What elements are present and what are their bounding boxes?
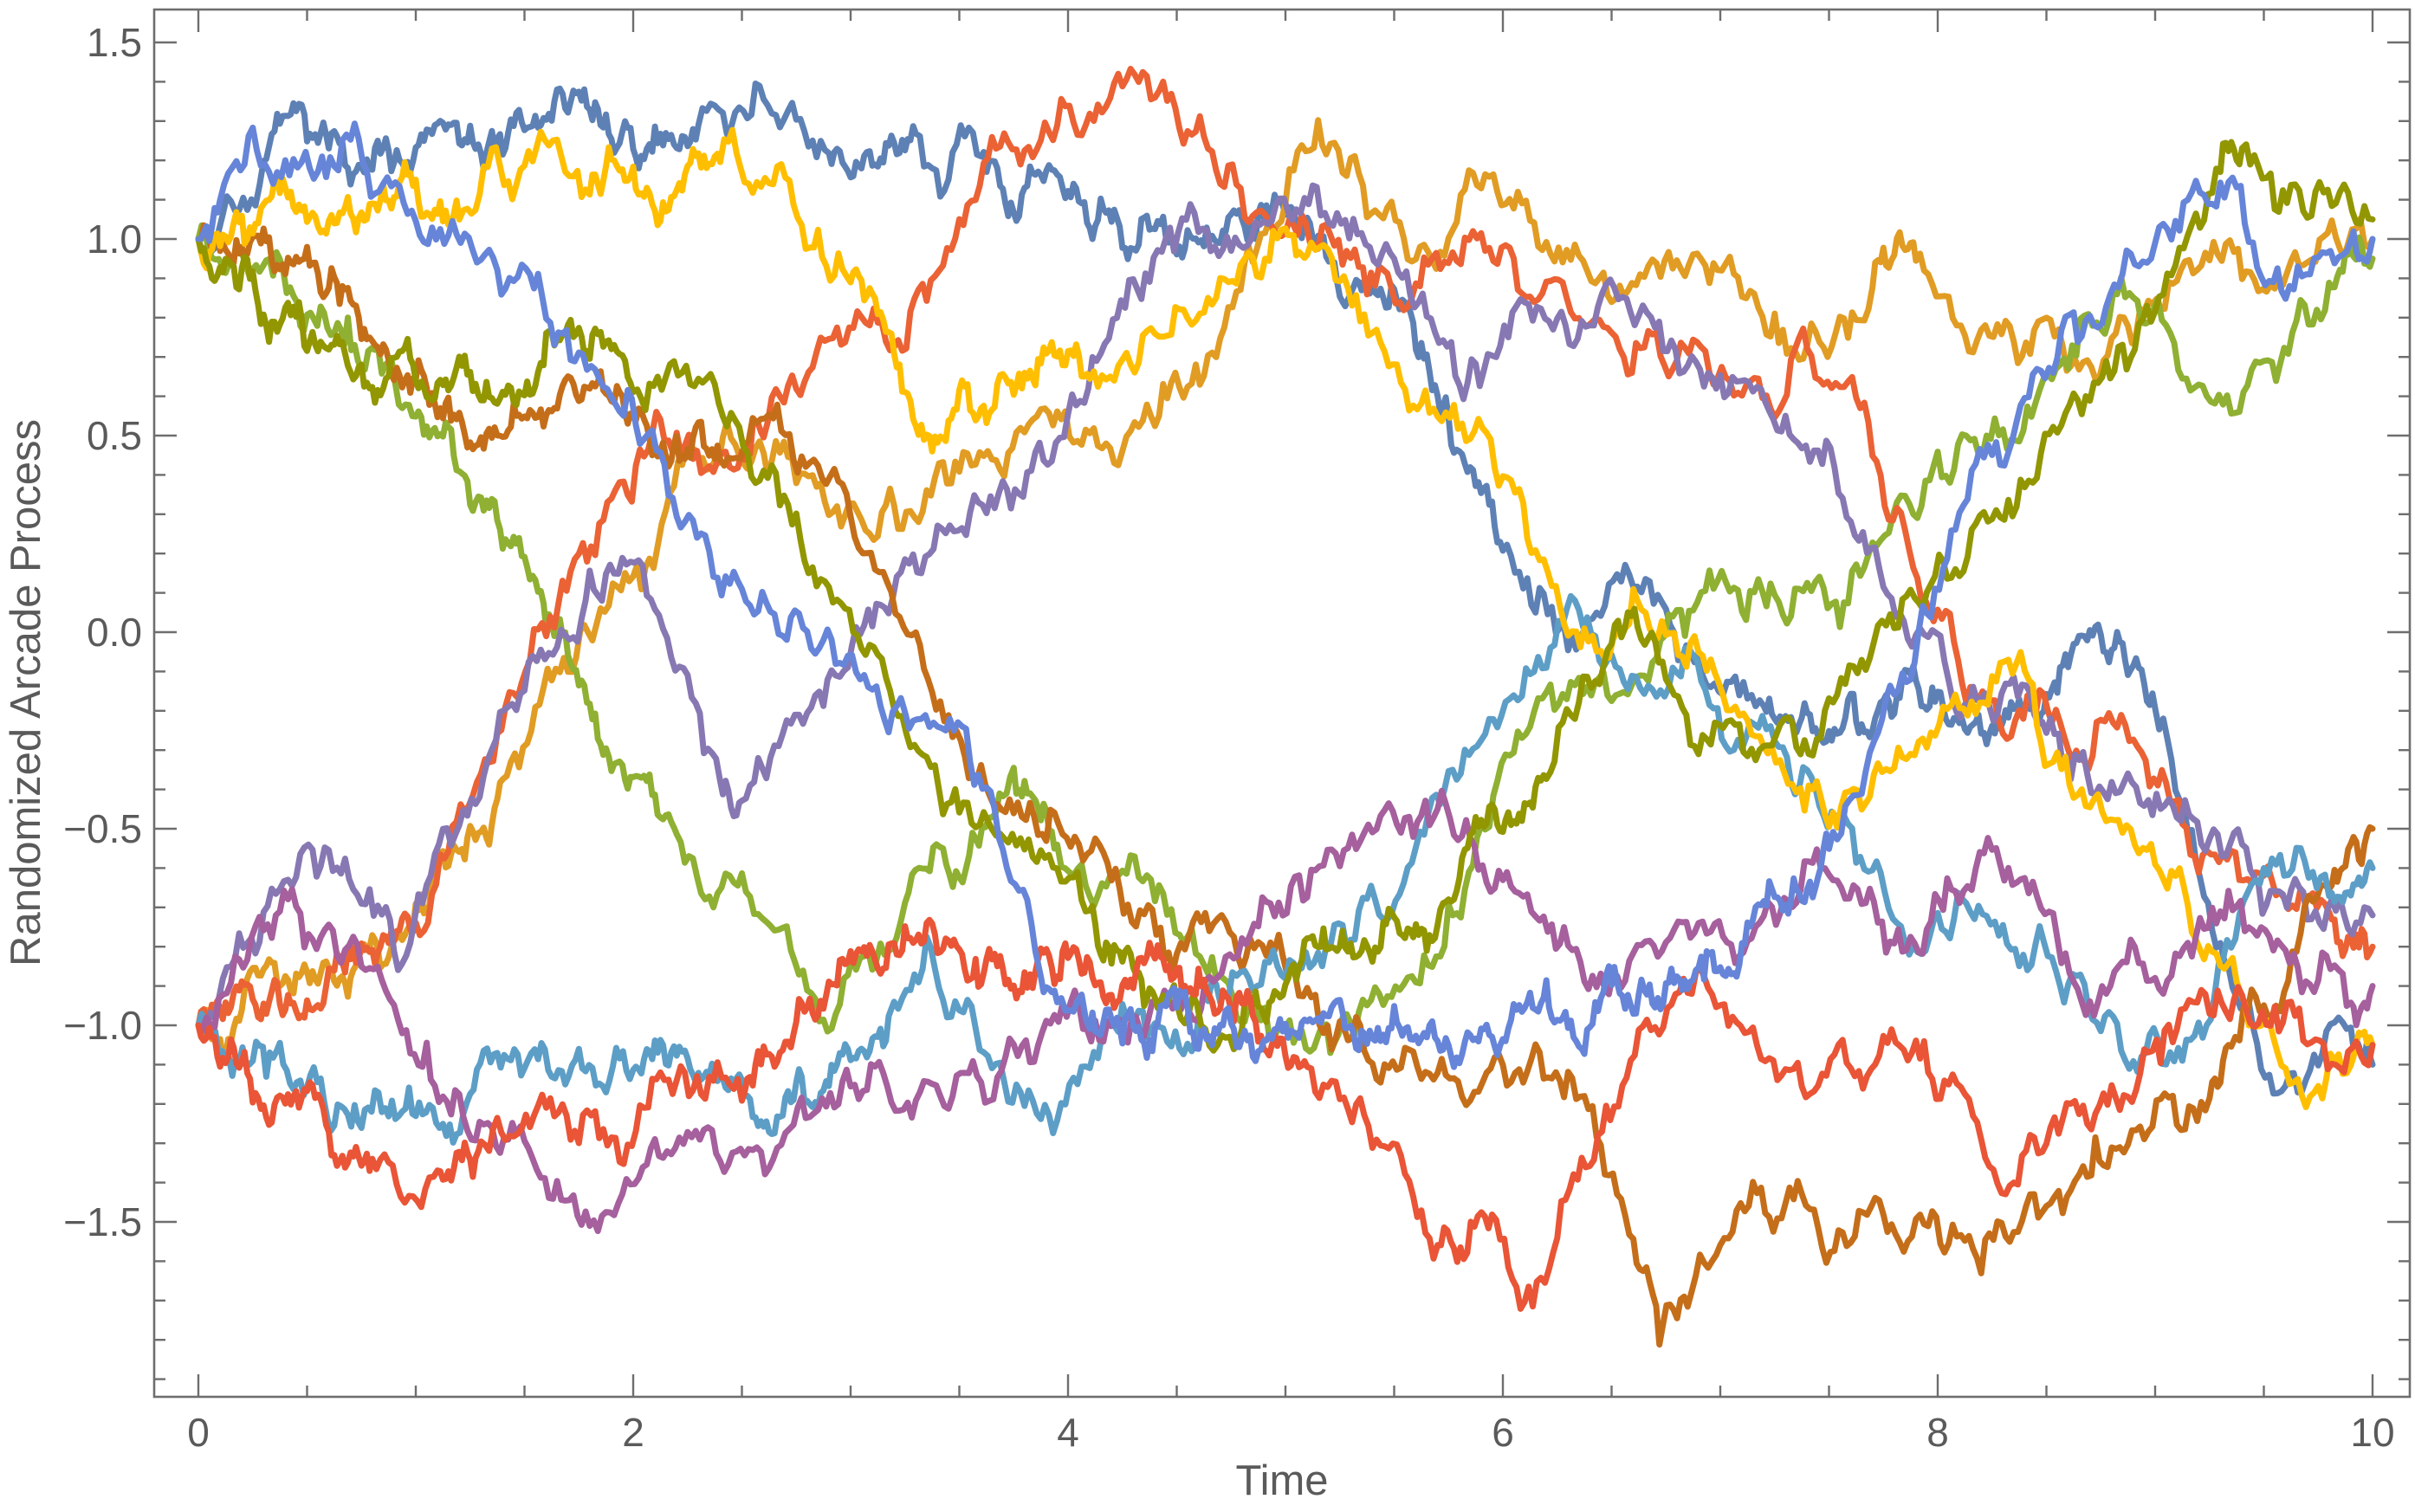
series-path-08-gold	[195, 126, 2376, 1110]
series-path-04-red	[195, 66, 2376, 1029]
y-axis-tick-label: −1.0	[63, 1003, 142, 1048]
x-axis-tick-label: 10	[2350, 1410, 2394, 1455]
x-axis-tick-label: 2	[622, 1410, 644, 1455]
series-path-03-green	[195, 222, 2376, 1056]
series-path-06-brown	[195, 222, 2376, 1348]
y-axis-tick-label: 1.5	[87, 20, 142, 65]
x-axis-label: Time	[1235, 1457, 1328, 1504]
series-path-02-amber	[195, 117, 2376, 1060]
x-axis-tick-label: 0	[187, 1410, 210, 1455]
series-path-11-red2	[195, 916, 2376, 1312]
series-layer	[195, 66, 2376, 1348]
y-axis-tick-label: 1.0	[87, 216, 142, 262]
series-path-10-olive	[195, 139, 2376, 1054]
series-path-05-purple	[195, 182, 2376, 1035]
plot-frame	[152, 8, 2412, 1399]
x-axis-tick-label: 4	[1057, 1410, 1079, 1455]
y-axis-tick-label: −1.5	[63, 1199, 142, 1244]
x-axis-tick-label: 8	[1926, 1410, 1949, 1455]
series-path-12-periwinkle	[195, 120, 2376, 1070]
x-axis-tick-label: 6	[1492, 1410, 1514, 1455]
axis-tick-labels: 0 2 4 6 8 10 −1.5 −1.0 −0.5 0.0 0.5 1.0 1.5	[63, 20, 2394, 1455]
y-axis-tick-label: 0.0	[87, 610, 142, 655]
y-axis-label: Randomized Arcade Process	[3, 419, 49, 966]
axis-ticks	[154, 10, 2410, 1397]
y-axis-tick-label: −0.5	[63, 806, 142, 851]
series-path-07-light-blue	[195, 592, 2376, 1146]
y-axis-tick-label: 0.5	[87, 413, 142, 458]
series-path-09-magenta	[195, 787, 2376, 1235]
